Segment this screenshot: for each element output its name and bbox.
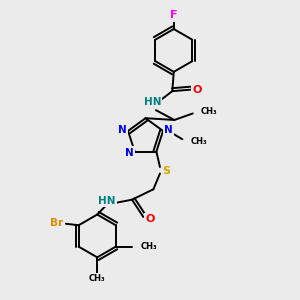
Text: O: O: [145, 214, 154, 224]
Text: O: O: [193, 85, 202, 95]
Text: CH₃: CH₃: [141, 242, 158, 251]
Text: N: N: [164, 125, 173, 135]
Text: HN: HN: [98, 196, 116, 206]
Text: CH₃: CH₃: [191, 137, 207, 146]
Text: S: S: [163, 166, 170, 176]
Text: CH₃: CH₃: [89, 274, 106, 283]
Text: F: F: [170, 11, 178, 20]
Text: N: N: [125, 148, 134, 158]
Text: N: N: [118, 125, 127, 135]
Text: HN: HN: [144, 98, 161, 107]
Text: Br: Br: [50, 218, 64, 228]
Text: CH₃: CH₃: [201, 107, 218, 116]
